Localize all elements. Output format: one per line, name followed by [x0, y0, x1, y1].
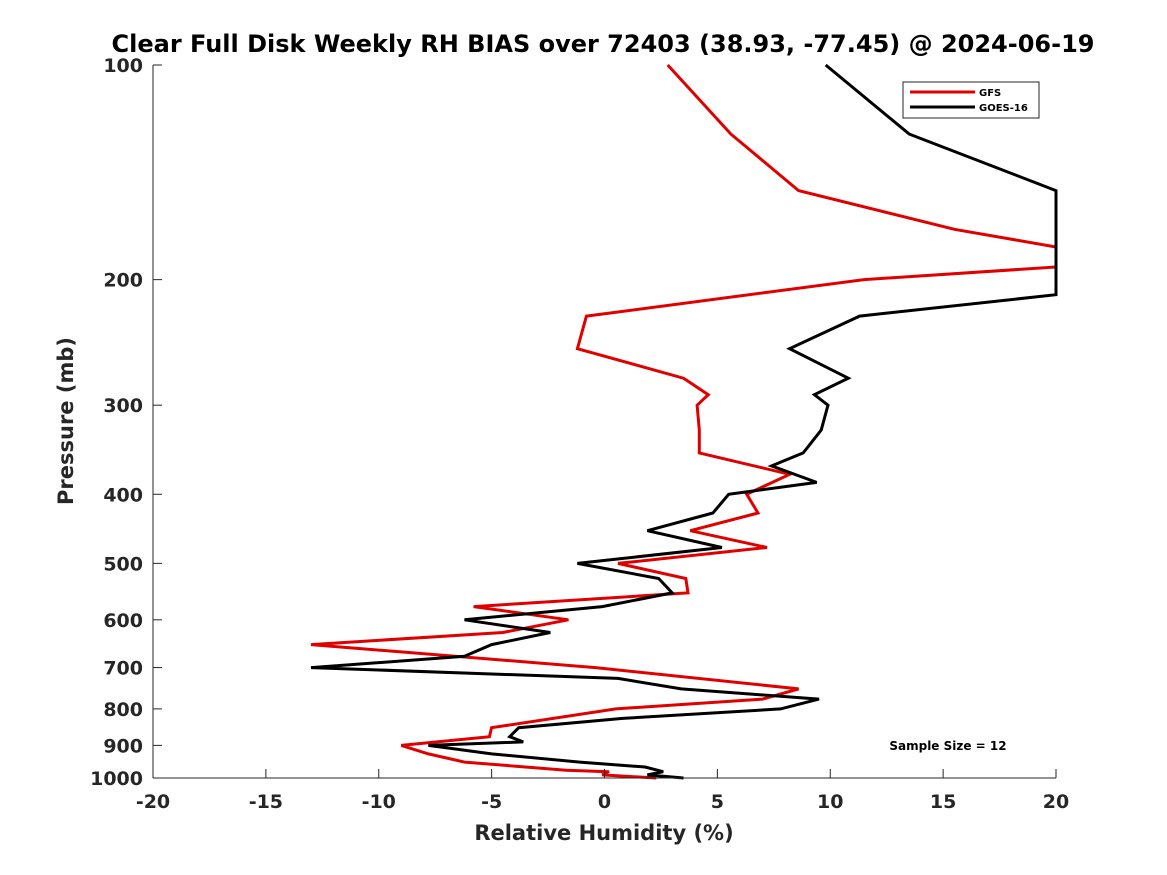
- legend: GFS GOES-16: [902, 81, 1040, 119]
- y-tick-label: 500: [103, 553, 143, 575]
- x-tick-label: 20: [1043, 791, 1069, 813]
- x-tick-label: 15: [930, 791, 956, 813]
- y-tick-label: 700: [103, 658, 143, 680]
- legend-label-gfs: GFS: [979, 88, 1001, 99]
- x-tick-label: -10: [362, 791, 396, 813]
- plot-area: [310, 63, 1058, 780]
- legend-box: [902, 81, 1040, 119]
- y-axis-ticks: 100 200 300 400 500 600 700 800 900 1000: [90, 55, 162, 790]
- y-tick-label: 200: [103, 270, 143, 292]
- chart-title: Clear Full Disk Weekly RH BIAS over 7240…: [112, 30, 1095, 58]
- x-axis-label: Relative Humidity (%): [474, 821, 733, 845]
- y-tick-label: 400: [103, 484, 143, 506]
- sample-size-annotation: Sample Size = 12: [889, 739, 1006, 753]
- legend-label-goes: GOES-16: [979, 103, 1028, 114]
- x-tick-label: 5: [711, 791, 724, 813]
- x-tick-label: 10: [817, 791, 843, 813]
- y-tick-label: 900: [103, 735, 143, 757]
- x-tick-label: -15: [249, 791, 283, 813]
- series-line-gfs: [310, 63, 1058, 780]
- y-tick-label: 100: [103, 55, 143, 77]
- x-tick-label: -5: [481, 791, 502, 813]
- y-tick-label: 800: [103, 699, 143, 721]
- y-axis-label: Pressure (mb): [54, 337, 78, 505]
- x-tick-label: 0: [598, 791, 611, 813]
- y-tick-label: 300: [103, 395, 143, 417]
- y-tick-label: 600: [103, 610, 143, 632]
- y-tick-label: 1000: [90, 768, 143, 790]
- x-axis-ticks: -20 -15 -10 -5 0 5 10 15 20: [136, 769, 1069, 813]
- series-line-goes-16: [310, 63, 1058, 780]
- x-tick-label: -20: [136, 791, 170, 813]
